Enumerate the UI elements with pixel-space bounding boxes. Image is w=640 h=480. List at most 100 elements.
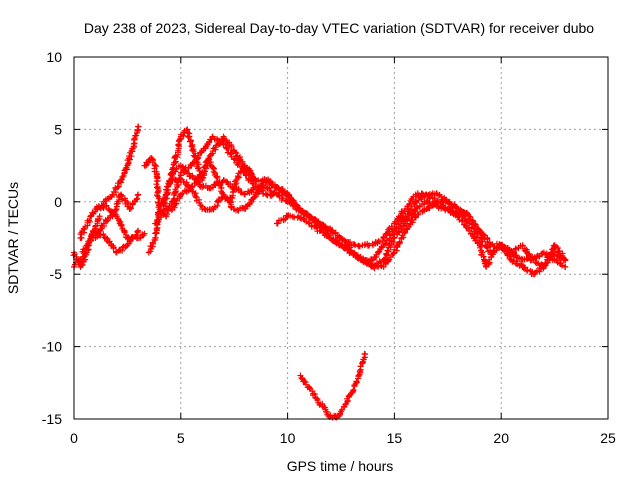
data-point-trail — [77, 213, 94, 241]
plot-frame — [73, 56, 609, 420]
data-point-trail — [317, 227, 332, 241]
data-point-trail — [102, 193, 115, 204]
series-arc-3 — [77, 123, 142, 241]
data-point-trail — [350, 241, 363, 250]
data-point-trail — [169, 135, 184, 176]
data-point — [263, 191, 270, 198]
data-point-trail — [329, 227, 343, 240]
data-point-trail — [147, 236, 159, 255]
series-arc-4 — [92, 191, 142, 241]
data-point-trail — [232, 149, 247, 169]
data-point-trail — [124, 143, 137, 168]
data-point-trail — [253, 176, 268, 185]
data-point-trail — [467, 230, 483, 247]
data-point — [117, 177, 124, 184]
x-tick-label: 25 — [600, 430, 616, 446]
x-tick-label: 15 — [387, 430, 403, 446]
data-point-trail — [130, 123, 142, 147]
y-tick-label: 5 — [54, 121, 62, 137]
data-point-trail — [242, 193, 259, 212]
data-point-trail — [382, 250, 397, 268]
data-point-trail — [402, 199, 419, 220]
series-arc-2 — [71, 227, 142, 270]
y-tick-label: 0 — [54, 194, 62, 210]
data-point-trail — [403, 214, 419, 233]
data-point-trail — [199, 150, 216, 175]
y-tick-label: 10 — [46, 49, 62, 65]
data-point-trail — [355, 351, 369, 380]
data-point-trail — [306, 385, 321, 402]
y-tick-label: -10 — [42, 339, 62, 355]
data-point-trail — [339, 242, 353, 255]
data-point-trail — [188, 186, 206, 210]
data-point-trail — [414, 206, 428, 218]
data-point-trail — [467, 213, 482, 233]
data-point-trail — [478, 234, 494, 255]
data-point-trail — [211, 172, 226, 197]
data-point — [135, 227, 142, 234]
data-points — [70, 123, 569, 421]
data-point — [241, 206, 248, 213]
data-point-trail — [151, 163, 163, 211]
data-point-trail — [499, 242, 514, 263]
y-axis-label: SDTVAR / TECUs — [5, 182, 21, 294]
data-point-trail — [360, 258, 375, 269]
data-point-trail — [466, 220, 482, 241]
y-tick-label: -5 — [50, 266, 63, 282]
x-tick-label: 0 — [70, 430, 78, 446]
data-point-trail — [295, 206, 311, 218]
data-point-trail — [103, 202, 119, 218]
data-point-trail — [285, 191, 301, 213]
data-point-trail — [477, 229, 493, 247]
data-point — [562, 256, 569, 263]
data-point-trail — [169, 192, 184, 211]
data-point-trail — [456, 214, 472, 232]
series-arc-13 — [297, 350, 369, 421]
data-point-trail — [221, 135, 237, 154]
data-point-trail — [118, 164, 130, 183]
data-point-trail — [142, 156, 153, 169]
data-point-trail — [349, 378, 360, 396]
data-point-trail — [447, 206, 461, 219]
data-point — [135, 123, 142, 130]
data-point-trail — [391, 222, 407, 241]
data-point-trail — [371, 243, 385, 261]
series-arc-5 — [92, 202, 148, 243]
data-point — [273, 191, 280, 198]
data-point — [141, 230, 148, 237]
grid — [74, 57, 608, 419]
data-point-trail — [392, 208, 408, 225]
data-point-trail — [331, 412, 340, 421]
data-point-trail — [221, 193, 237, 213]
data-point-trail — [220, 141, 238, 162]
data-point-trail — [552, 243, 567, 263]
x-tick-label: 10 — [280, 430, 296, 446]
data-point-trail — [455, 208, 471, 225]
data-point-trail — [118, 192, 132, 210]
series-arc-12 — [444, 206, 569, 278]
data-point-trail — [542, 242, 557, 269]
chart-title: Day 238 of 2023, Sidereal Day-to-day VTE… — [84, 20, 594, 36]
data-point-trail — [200, 134, 216, 152]
data-point-trail — [242, 171, 258, 191]
data-point — [455, 213, 462, 220]
data-point-trail — [114, 215, 129, 241]
data-point-trail — [178, 161, 194, 176]
tick-labels: 0 5 10 15 20 25 -15 -10 -5 0 5 10 — [42, 49, 616, 446]
data-point — [96, 213, 103, 220]
x-tick-label: 20 — [493, 430, 509, 446]
data-point-trail — [115, 243, 130, 254]
data-point-trail — [242, 164, 258, 182]
data-point — [135, 191, 142, 198]
data-point-trail — [154, 208, 166, 227]
data-point — [314, 397, 321, 404]
data-point — [562, 263, 569, 270]
data-point — [361, 350, 368, 357]
data-point-trail — [371, 262, 385, 272]
data-point-trail — [336, 403, 348, 418]
data-point-trail — [509, 257, 525, 269]
data-point-trail — [382, 227, 398, 247]
data-point — [199, 184, 206, 191]
data-point-trail — [104, 235, 120, 256]
